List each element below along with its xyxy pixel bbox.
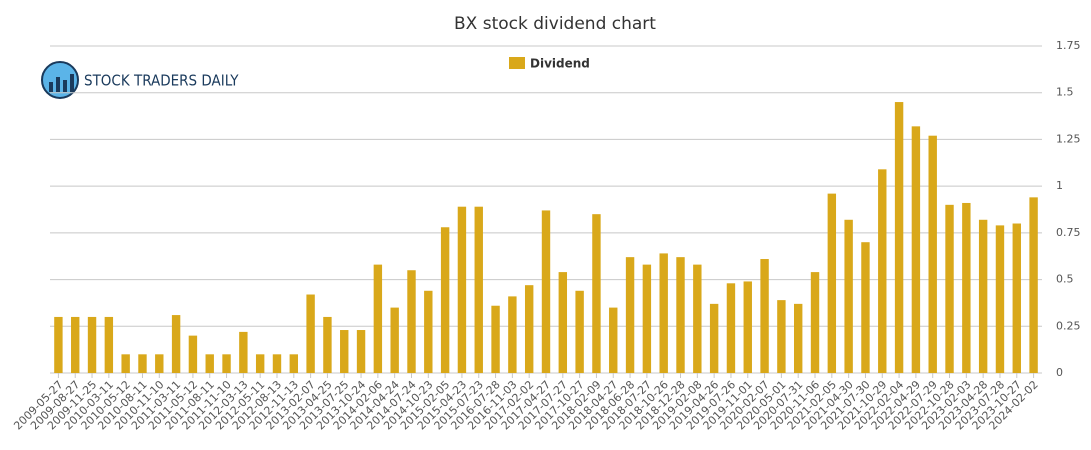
bar — [222, 354, 231, 373]
bar — [104, 316, 114, 373]
bar — [1012, 223, 1021, 373]
bar — [760, 259, 769, 373]
bar — [945, 204, 954, 373]
bar — [541, 210, 551, 373]
bar — [524, 285, 534, 373]
bar — [709, 303, 719, 373]
bar — [558, 272, 568, 373]
bar — [306, 294, 315, 373]
bar — [407, 270, 416, 373]
bar — [878, 169, 887, 373]
bar — [827, 193, 837, 373]
bar — [457, 206, 467, 373]
bar — [844, 219, 853, 373]
y-tick-label: 0 — [1056, 366, 1063, 379]
y-tick-label: 1.25 — [1056, 132, 1081, 145]
bar — [71, 316, 80, 373]
bar — [255, 354, 265, 373]
y-tick-label: 0.25 — [1056, 319, 1081, 332]
bar — [205, 354, 214, 373]
bar — [239, 331, 248, 373]
bar — [356, 330, 366, 373]
logo: STOCK TRADERS DAILY — [41, 61, 239, 99]
bar — [272, 354, 282, 373]
bar — [726, 283, 736, 373]
bar — [440, 227, 450, 373]
bar — [609, 307, 618, 373]
bar — [777, 300, 786, 373]
bar — [894, 102, 904, 374]
bar — [87, 316, 97, 373]
bar — [373, 264, 383, 373]
bar — [794, 303, 803, 373]
bar — [323, 316, 332, 373]
logo-bar — [49, 82, 53, 92]
bar — [289, 354, 298, 373]
bar — [962, 202, 971, 373]
bar — [508, 296, 517, 373]
bar — [676, 257, 685, 373]
bar — [171, 315, 181, 373]
legend-label: Dividend — [530, 57, 590, 71]
logo-text: STOCK TRADERS DAILY — [84, 72, 239, 90]
bar — [642, 264, 652, 373]
bar — [155, 354, 164, 373]
bar — [474, 206, 483, 373]
legend-swatch — [509, 57, 525, 69]
bar — [121, 354, 130, 373]
bar — [575, 290, 584, 373]
bar — [340, 330, 349, 373]
bar — [861, 242, 870, 373]
bar — [1029, 197, 1038, 373]
bar — [390, 307, 399, 373]
bar — [592, 214, 601, 373]
y-tick-label: 0.75 — [1056, 226, 1081, 239]
logo-bar — [63, 80, 67, 92]
bar — [743, 281, 752, 373]
logo-bar — [56, 77, 60, 92]
bar — [995, 225, 1005, 373]
bar — [188, 335, 198, 373]
bar — [659, 253, 668, 373]
bar — [978, 219, 988, 373]
bar — [693, 264, 702, 373]
bar — [424, 290, 433, 373]
logo-bar — [70, 74, 74, 92]
chart-title: BX stock dividend chart — [454, 14, 656, 34]
y-tick-label: 0.5 — [1056, 273, 1074, 286]
y-tick-label: 1.5 — [1056, 86, 1074, 99]
bar — [625, 257, 635, 373]
bar — [138, 354, 147, 373]
y-tick-label: 1 — [1056, 179, 1063, 192]
bar — [54, 316, 63, 373]
bar — [491, 305, 500, 373]
bar — [911, 126, 921, 373]
bar — [928, 135, 937, 373]
bar — [810, 272, 820, 373]
y-tick-label: 1.75 — [1056, 39, 1081, 52]
